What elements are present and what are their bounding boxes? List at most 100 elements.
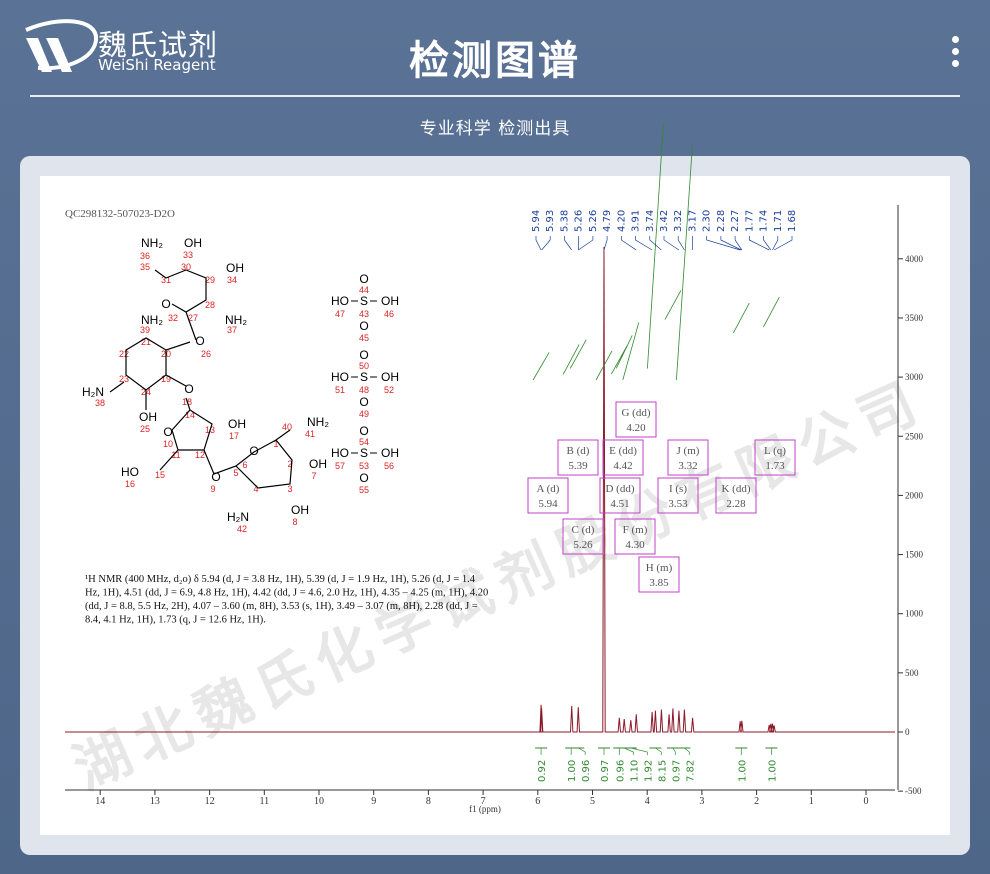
multiplet-box bbox=[754, 439, 796, 476]
x-tick-label: 8 bbox=[426, 796, 431, 807]
multiplet-box bbox=[667, 439, 709, 476]
atom-number: 32 bbox=[168, 313, 178, 323]
sulfate-atom: S bbox=[360, 294, 368, 308]
atom-label: H₂N bbox=[227, 510, 249, 524]
multiplet-box bbox=[614, 518, 656, 555]
integral-value: 1.10 bbox=[629, 760, 640, 782]
brand-name-cn: 魏氏试剂 bbox=[98, 28, 219, 62]
peak-label: 3.42 bbox=[659, 210, 670, 232]
multiplet-shift: 3.32 bbox=[678, 460, 697, 472]
multiplet-label: K (dd) bbox=[721, 483, 750, 495]
y-tick-label: 2500 bbox=[905, 431, 924, 441]
atom-label: O bbox=[163, 425, 172, 439]
peak-label-leader bbox=[720, 236, 742, 251]
multiplet-box bbox=[562, 518, 604, 555]
peak-label: 4.20 bbox=[616, 210, 627, 232]
peak-label: 5.38 bbox=[559, 210, 570, 232]
atom-number: 35 bbox=[140, 262, 150, 272]
atom-number: 3 bbox=[287, 484, 292, 494]
peak-label-leader bbox=[772, 236, 779, 251]
peak-label-leader bbox=[620, 236, 637, 251]
peak-label: 1.74 bbox=[759, 210, 770, 232]
multiplet-label: C (d) bbox=[572, 524, 595, 536]
peak-label-leader bbox=[706, 236, 741, 251]
peak-label: 5.93 bbox=[545, 210, 556, 232]
integral-value: 1.00 bbox=[737, 760, 748, 782]
x-tick-label: 6 bbox=[535, 796, 540, 807]
atom-label: NH₂ bbox=[141, 236, 163, 250]
multiplet-shift: 4.51 bbox=[610, 498, 629, 510]
integral-leader bbox=[624, 747, 634, 755]
multiplet-box bbox=[715, 477, 757, 514]
multiplet-label: A (d) bbox=[537, 483, 560, 495]
sulfate-atom: HO bbox=[331, 294, 349, 308]
integral-value: 1.00 bbox=[567, 760, 578, 782]
integral-leader bbox=[672, 747, 676, 755]
y-tick-label: 0 bbox=[905, 727, 910, 737]
page-title: 检测图谱 bbox=[409, 38, 581, 84]
atom-number: 54 bbox=[359, 437, 369, 447]
x-tick-label: 1 bbox=[809, 796, 814, 807]
x-tick-label: 14 bbox=[95, 796, 105, 807]
multiplet-box bbox=[615, 401, 657, 438]
multiplet-shift: 3.53 bbox=[668, 498, 688, 510]
atom-number: 4 bbox=[253, 484, 258, 494]
x-tick-label: 2 bbox=[754, 796, 759, 807]
atom-number: 1 bbox=[273, 439, 278, 449]
sulfate-atom: O bbox=[359, 471, 368, 485]
sulfate-atom: O bbox=[359, 272, 368, 286]
multiplet-shift: 5.94 bbox=[538, 498, 558, 510]
sulfate-atom: OH bbox=[381, 446, 399, 460]
atom-number: 14 bbox=[185, 410, 195, 420]
atom-number: 7 bbox=[311, 471, 316, 481]
atom-number: 21 bbox=[141, 337, 151, 347]
x-tick-label: 12 bbox=[205, 796, 215, 807]
multiplet-shift: 4.42 bbox=[613, 460, 632, 472]
multiplet-label: H (m) bbox=[646, 562, 673, 574]
peak-label-leader bbox=[734, 236, 743, 251]
integral-leader bbox=[655, 747, 662, 755]
multiplet-shift: 5.26 bbox=[573, 539, 593, 551]
atom-number: 30 bbox=[181, 262, 191, 272]
x-tick-label: 9 bbox=[371, 796, 376, 807]
peak-label: 5.26 bbox=[574, 210, 585, 232]
atom-number: 45 bbox=[359, 333, 369, 343]
y-tick-label: 500 bbox=[905, 668, 919, 678]
multiplet-box bbox=[657, 477, 699, 514]
multiplet-box bbox=[527, 477, 569, 514]
more-menu-icon[interactable] bbox=[952, 36, 960, 72]
atom-number: 29 bbox=[205, 275, 215, 285]
sulfate-atom: O bbox=[359, 348, 368, 362]
x-tick-label: 3 bbox=[699, 796, 704, 807]
atom-number: 9 bbox=[210, 484, 215, 494]
sulfate-atom: O bbox=[359, 424, 368, 438]
atom-number: 39 bbox=[140, 325, 150, 335]
atom-number: 55 bbox=[359, 485, 369, 495]
atom-number: 47 bbox=[335, 309, 345, 319]
sulfate-atom: S bbox=[360, 446, 368, 460]
y-tick-label: 1000 bbox=[905, 609, 924, 619]
atom-number: 19 bbox=[161, 374, 171, 384]
atom-label: OH bbox=[228, 417, 246, 431]
structure-bonds bbox=[109, 269, 293, 489]
atom-number: 23 bbox=[119, 374, 129, 384]
sulfate-atom: O bbox=[359, 395, 368, 409]
nmr-description-line: (dd, J = 8.8, 5.5 Hz, 2H), 4.07 – 3.60 (… bbox=[85, 601, 478, 612]
peak-label-leader bbox=[603, 236, 608, 251]
divider bbox=[30, 95, 960, 97]
multiplet-label: G (dd) bbox=[621, 407, 650, 419]
atom-number: 43 bbox=[359, 309, 369, 319]
sulfate-atom: OH bbox=[381, 370, 399, 384]
multiplet-box bbox=[602, 439, 644, 476]
peak-label: 5.26 bbox=[588, 210, 599, 232]
y-tick-label: -500 bbox=[905, 786, 922, 796]
atom-number: 41 bbox=[305, 429, 315, 439]
peak-label: 1.71 bbox=[773, 210, 784, 232]
atom-number: 53 bbox=[359, 461, 369, 471]
atom-number: 56 bbox=[384, 461, 394, 471]
atom-number: 42 bbox=[237, 524, 247, 534]
peak-label-leader bbox=[663, 236, 680, 251]
peak-label: 1.68 bbox=[787, 210, 798, 232]
atom-number: 51 bbox=[335, 385, 345, 395]
